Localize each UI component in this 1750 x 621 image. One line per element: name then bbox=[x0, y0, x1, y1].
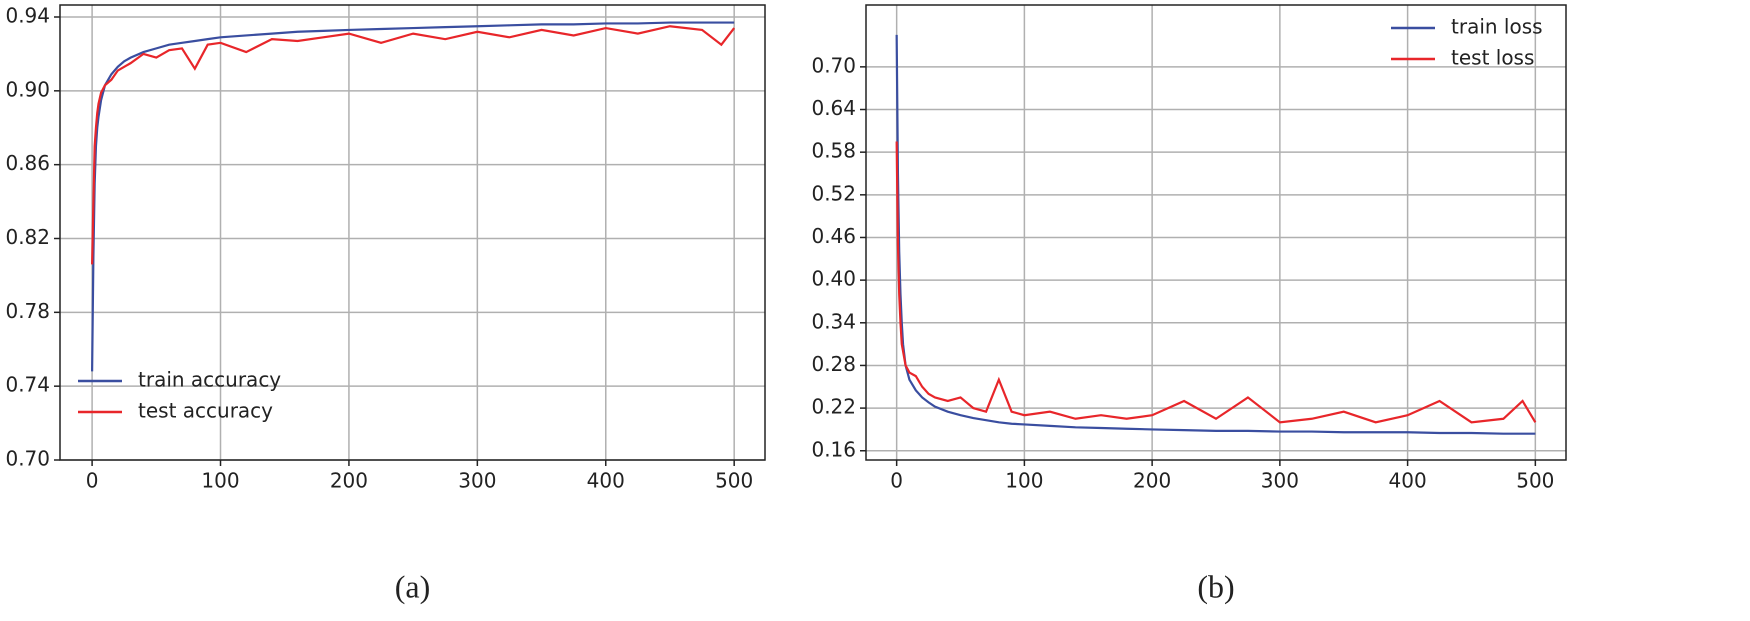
y-tick-label: 0.94 bbox=[5, 3, 50, 27]
y-tick-label: 0.74 bbox=[5, 373, 50, 397]
data-line bbox=[895, 34, 1536, 435]
y-tick-label: 0.46 bbox=[811, 224, 856, 248]
x-tick-label: 300 bbox=[1261, 469, 1299, 493]
y-tick-label: 0.40 bbox=[811, 267, 856, 291]
x-tick-label: 400 bbox=[587, 469, 625, 493]
x-tick-label: 400 bbox=[1389, 469, 1427, 493]
y-tick-label: 0.58 bbox=[811, 139, 856, 163]
plot-frame bbox=[59, 4, 766, 461]
x-tick-label: 0 bbox=[86, 469, 99, 493]
plot-frame bbox=[865, 4, 1567, 461]
y-tick-label: 0.90 bbox=[5, 77, 50, 101]
y-tick-label: 0.28 bbox=[811, 352, 856, 376]
y-tick-label: 0.22 bbox=[811, 395, 856, 419]
y-tick-label: 0.78 bbox=[5, 299, 50, 323]
data-line bbox=[895, 141, 1537, 424]
legend-label: train loss bbox=[1451, 15, 1543, 39]
data-line bbox=[91, 25, 736, 265]
x-tick-label: 500 bbox=[1516, 469, 1554, 493]
y-tick-label: 0.64 bbox=[811, 96, 856, 120]
legend-label: test accuracy bbox=[138, 399, 273, 423]
x-tick-label: 500 bbox=[715, 469, 753, 493]
y-tick-label: 0.70 bbox=[811, 53, 856, 77]
y-tick-label: 0.82 bbox=[5, 225, 50, 249]
legend-label: test loss bbox=[1451, 46, 1534, 70]
y-tick-label: 0.70 bbox=[5, 447, 50, 471]
data-line bbox=[91, 21, 735, 372]
y-tick-label: 0.86 bbox=[5, 151, 50, 175]
legend-label: train accuracy bbox=[138, 368, 281, 392]
x-tick-label: 100 bbox=[1005, 469, 1043, 493]
y-tick-label: 0.52 bbox=[811, 181, 856, 205]
x-tick-label: 300 bbox=[458, 469, 496, 493]
x-tick-label: 200 bbox=[1133, 469, 1171, 493]
x-tick-label: 200 bbox=[330, 469, 368, 493]
y-tick-label: 0.34 bbox=[811, 309, 856, 333]
y-tick-label: 0.16 bbox=[811, 437, 856, 461]
x-tick-label: 100 bbox=[201, 469, 239, 493]
caption: (b) bbox=[1197, 568, 1234, 604]
x-tick-label: 0 bbox=[890, 469, 903, 493]
caption: (a) bbox=[395, 568, 431, 604]
